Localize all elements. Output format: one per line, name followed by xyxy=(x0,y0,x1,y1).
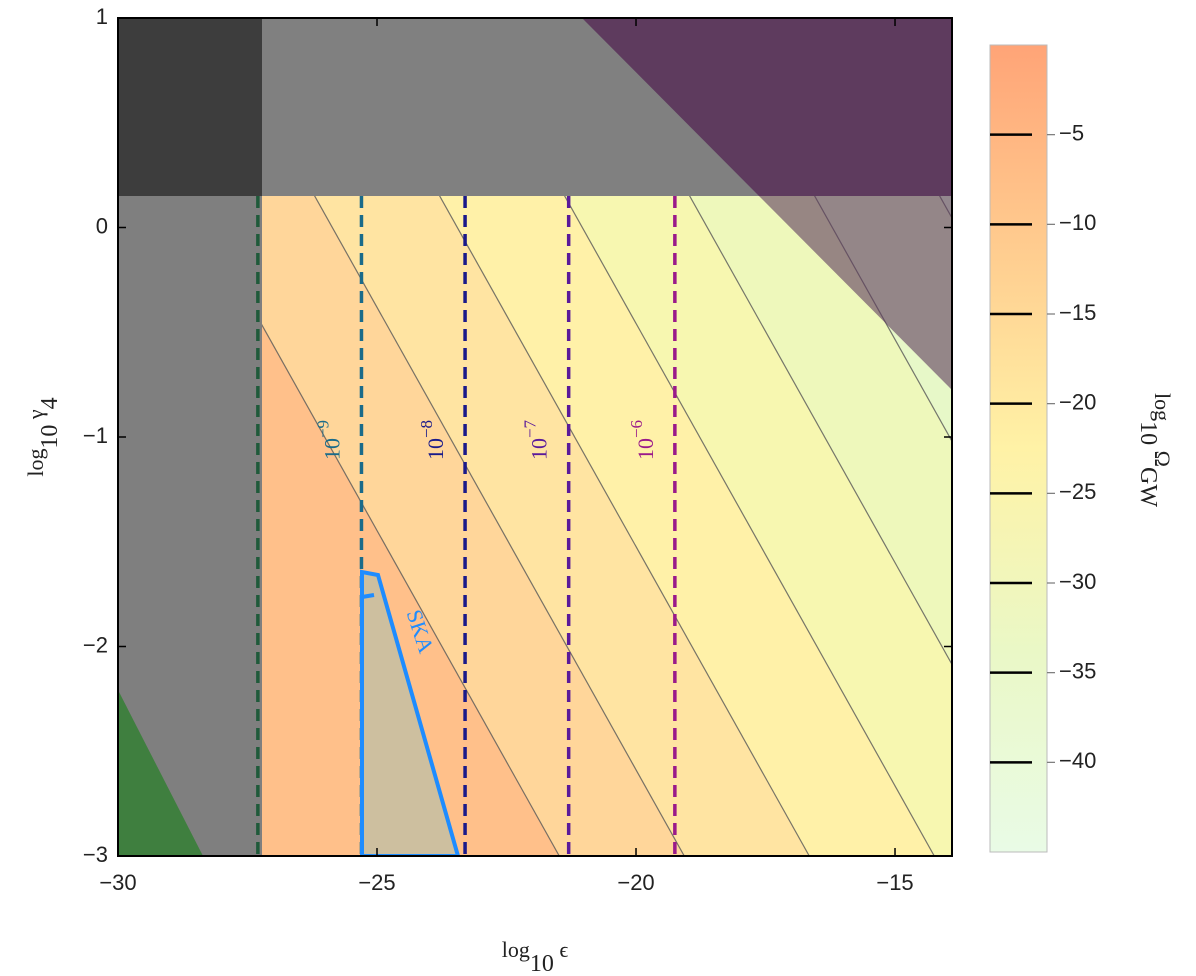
y-tick-label: −3 xyxy=(83,842,108,867)
line-label: 10−9 xyxy=(314,420,345,460)
label-part: log xyxy=(23,449,48,477)
label-part: 10 xyxy=(1135,421,1161,445)
label-part: −9 xyxy=(314,420,333,438)
axis-label: log10 ΩGW xyxy=(1135,393,1174,507)
contour-band xyxy=(215,18,810,856)
label-part: Ω xyxy=(1150,445,1175,467)
colorbar-tick-label: −5 xyxy=(1059,120,1084,145)
axis-label: log10 ϵ xyxy=(502,937,569,976)
label-part: 4 xyxy=(37,397,63,409)
y-tick-label: 1 xyxy=(96,4,108,29)
label-part: 10 xyxy=(320,438,345,460)
x-tick-label: −15 xyxy=(876,870,913,895)
colorbar-tick-label: −20 xyxy=(1059,389,1096,414)
excluded-region xyxy=(759,196,952,390)
x-tick-label: −20 xyxy=(617,870,654,895)
colorbar-tick-label: −15 xyxy=(1059,300,1096,325)
label-part: 10 xyxy=(37,425,63,449)
label-part: −7 xyxy=(521,419,540,438)
label-part: log xyxy=(1150,393,1175,421)
colorbar-tick-label: −35 xyxy=(1059,658,1096,683)
colorbar xyxy=(989,44,1048,853)
label-part: −8 xyxy=(417,420,436,438)
y-tick-label: −1 xyxy=(83,423,108,448)
ska-region xyxy=(360,569,461,856)
contour-band xyxy=(340,18,935,856)
colorbar-tick-label: −25 xyxy=(1059,479,1096,504)
y-tick-label: 0 xyxy=(96,213,108,238)
label-part: GW xyxy=(1135,467,1161,507)
excluded-region xyxy=(118,18,262,196)
label-part: ϵ xyxy=(554,937,569,962)
label-part: log xyxy=(502,937,530,962)
x-tick-label: −25 xyxy=(358,870,395,895)
colorbar-tick-label: −30 xyxy=(1059,569,1096,594)
label-part: 10 xyxy=(527,438,552,460)
colorbar-tick-label: −10 xyxy=(1059,210,1096,235)
axis-label: log10 γ4 xyxy=(23,397,62,476)
label-part: γ xyxy=(23,409,48,425)
label-part: 10 xyxy=(633,438,658,460)
line-label: 10−7 xyxy=(521,419,552,460)
label-part: −6 xyxy=(627,420,646,438)
ska-region xyxy=(361,593,375,599)
plot-area xyxy=(118,18,952,856)
line-label: 10−6 xyxy=(627,420,658,460)
contour-band xyxy=(465,18,952,856)
excluded-region xyxy=(118,690,203,856)
colorbar-tick-label: −40 xyxy=(1059,748,1096,773)
label-part: 10 xyxy=(423,438,448,460)
label-part: 10 xyxy=(530,951,554,976)
line-label: 10−8 xyxy=(417,420,448,460)
excluded-region xyxy=(582,18,952,196)
x-tick-label: −30 xyxy=(99,870,136,895)
y-tick-label: −2 xyxy=(83,632,108,657)
